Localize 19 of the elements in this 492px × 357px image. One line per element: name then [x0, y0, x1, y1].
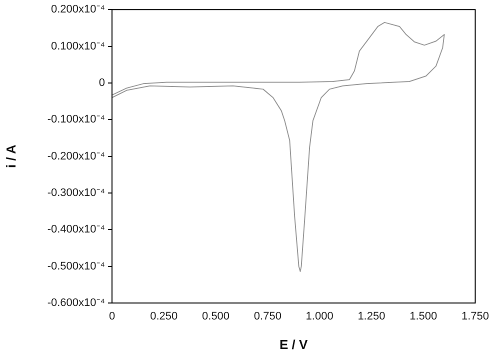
y-tick-label: 0 [98, 76, 105, 89]
y-tick-label: -0.100x10⁻⁴ [47, 114, 106, 126]
y-tick-label: -0.200x10⁻⁴ [47, 150, 106, 162]
x-tick-label: 1.000 [306, 310, 334, 323]
x-tick-label: 1.500 [410, 310, 438, 323]
x-tick-label: 0.750 [254, 310, 282, 323]
x-tick-label: 1.250 [358, 310, 386, 323]
y-tick-label: 0.100x10⁻⁴ [51, 40, 106, 52]
x-tick-label: 0 [108, 310, 116, 323]
y-tick-label: -0.300x10⁻⁴ [47, 187, 106, 200]
x-tick-label: 0.500 [202, 310, 230, 323]
y-tick-label: -0.600x10⁻⁴ [47, 297, 106, 310]
x-axis-title: E / V [280, 336, 308, 352]
x-tick-label: 1.750 [461, 310, 489, 323]
y-tick-label: -0.400x10⁻⁴ [47, 224, 106, 236]
x-tick-label: 0.250 [150, 310, 178, 323]
y-tick-label: -0.500x10⁻⁴ [47, 260, 106, 272]
y-tick-label: 0.200x10⁻⁴ [51, 4, 106, 16]
y-axis-title: i / A [3, 144, 18, 168]
